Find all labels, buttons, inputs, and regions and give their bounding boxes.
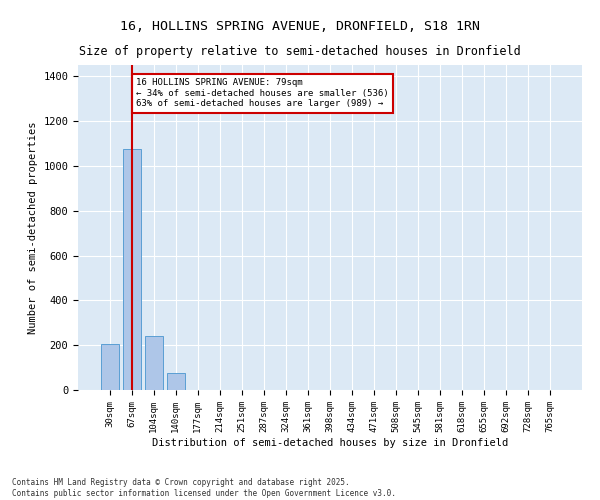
Y-axis label: Number of semi-detached properties: Number of semi-detached properties bbox=[28, 121, 38, 334]
Bar bbox=[123, 149, 140, 390]
Bar bbox=[101, 344, 119, 390]
Bar bbox=[145, 336, 163, 390]
X-axis label: Distribution of semi-detached houses by size in Dronfield: Distribution of semi-detached houses by … bbox=[152, 438, 508, 448]
Text: Size of property relative to semi-detached houses in Dronfield: Size of property relative to semi-detach… bbox=[79, 45, 521, 58]
Text: 16 HOLLINS SPRING AVENUE: 79sqm
← 34% of semi-detached houses are smaller (536)
: 16 HOLLINS SPRING AVENUE: 79sqm ← 34% of… bbox=[136, 78, 389, 108]
Text: Contains HM Land Registry data © Crown copyright and database right 2025.
Contai: Contains HM Land Registry data © Crown c… bbox=[12, 478, 396, 498]
Text: 16, HOLLINS SPRING AVENUE, DRONFIELD, S18 1RN: 16, HOLLINS SPRING AVENUE, DRONFIELD, S1… bbox=[120, 20, 480, 33]
Bar bbox=[167, 373, 185, 390]
